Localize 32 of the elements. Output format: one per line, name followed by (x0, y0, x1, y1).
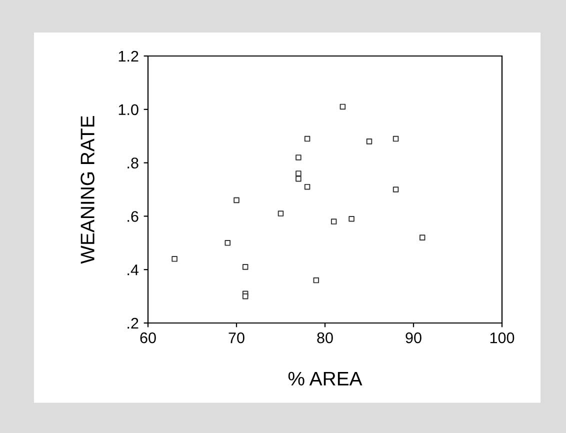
y-axis-title: WEANING RATE (80, 116, 94, 264)
x-axis-title: % AREA (288, 372, 362, 386)
y-tick-label: .6 (128, 211, 138, 222)
point (224, 240, 231, 246)
point (419, 234, 426, 240)
point (172, 256, 178, 262)
point (242, 293, 248, 300)
point (366, 138, 372, 144)
y-tick-label: .8 (128, 158, 138, 168)
x-tick-label: 80 (317, 332, 333, 344)
point (392, 136, 399, 142)
y-tick-label: 1.0 (118, 104, 138, 116)
y-tick-label: .2 (128, 318, 138, 329)
point (304, 136, 310, 142)
point (330, 218, 337, 224)
point (296, 176, 302, 182)
x-tick-label: 60 (140, 332, 156, 344)
point (278, 210, 284, 216)
point (348, 216, 354, 222)
point (313, 277, 320, 284)
point (304, 184, 310, 190)
point (242, 264, 248, 270)
y-tick-label: 1.2 (118, 50, 138, 62)
point (340, 104, 346, 110)
point (234, 197, 240, 204)
x-tick-label: 90 (406, 332, 422, 344)
point (392, 186, 399, 192)
x-tick-label: 70 (228, 332, 244, 344)
y-tick-label: .4 (128, 264, 139, 276)
x-tick-label: 100 (490, 332, 514, 344)
point (296, 170, 302, 176)
point (296, 154, 302, 160)
